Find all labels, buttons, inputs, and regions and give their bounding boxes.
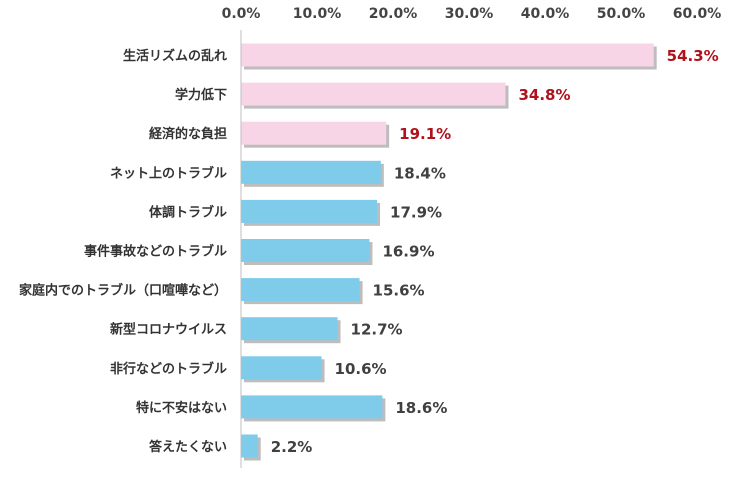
bar <box>241 317 338 341</box>
value-label: 34.8% <box>518 86 570 104</box>
bar <box>241 434 258 458</box>
value-label: 16.9% <box>382 243 434 261</box>
value-label: 15.6% <box>373 282 425 300</box>
x-tick-label: 50.0% <box>597 6 646 22</box>
category-label: 経済的な負担 <box>149 126 227 142</box>
category-label: 特に不安はない <box>136 400 227 416</box>
x-tick-label: 0.0% <box>222 6 261 22</box>
bar <box>241 82 506 106</box>
bar <box>241 356 322 380</box>
category-label: 新型コロナウイルス <box>110 322 227 338</box>
x-tick-label: 20.0% <box>369 6 418 22</box>
bars <box>241 43 657 461</box>
category-label: 体調トラブル <box>149 204 227 220</box>
x-tick-label: 60.0% <box>673 6 722 22</box>
bar <box>241 395 383 419</box>
bar <box>241 239 370 262</box>
category-label: 学力低下 <box>175 87 227 103</box>
value-label: 12.7% <box>351 321 403 339</box>
bar <box>241 278 360 302</box>
value-label: 19.1% <box>399 125 451 143</box>
value-label: 2.2% <box>271 438 313 456</box>
bar <box>241 199 378 223</box>
category-label: 生活リズムの乱れ <box>123 48 227 64</box>
category-labels: 生活リズムの乱れ学力低下経済的な負担ネット上のトラブル体調トラブル事件事故などの… <box>19 48 227 455</box>
value-labels: 54.3% 34.8% 19.1% 18.4% 17.9% 16.9% 15.6% 12.7%… <box>271 47 719 456</box>
value-label: 17.9% <box>390 203 442 221</box>
category-label: 答えたくない <box>149 439 227 455</box>
category-label: 非行などのトラブル <box>110 361 227 377</box>
category-label: ネット上のトラブル <box>110 165 227 181</box>
x-axis-ticks: 0.0% 10.0% 20.0% 30.0% 40.0% 50.0% 60.0% <box>222 6 722 22</box>
value-label: 18.4% <box>394 164 446 182</box>
category-label: 事件事故などのトラブル <box>84 244 227 260</box>
x-tick-label: 40.0% <box>521 6 570 22</box>
x-tick-label: 10.0% <box>293 6 342 22</box>
bar <box>241 43 654 67</box>
bar <box>241 160 381 184</box>
value-label: 18.6% <box>395 399 447 417</box>
value-label: 10.6% <box>335 360 387 378</box>
category-label: 家庭内でのトラブル（口喧嘩など） <box>19 283 227 299</box>
bar <box>241 121 387 145</box>
x-tick-label: 30.0% <box>445 6 494 22</box>
value-label: 54.3% <box>667 47 719 65</box>
